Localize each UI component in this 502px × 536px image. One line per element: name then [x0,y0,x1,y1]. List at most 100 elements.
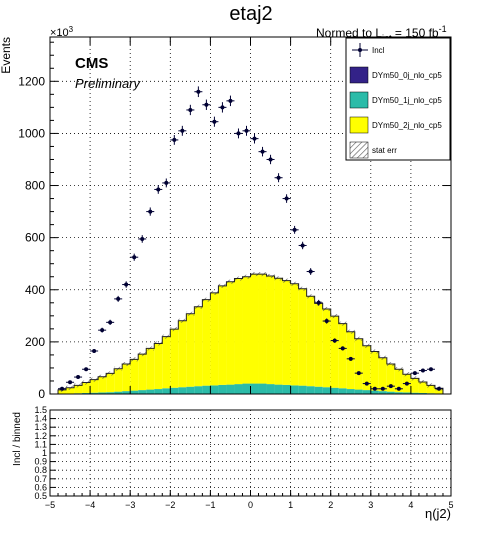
x-tick-label: −4 [85,500,95,510]
data-point [396,386,401,391]
bar-dy1j [306,386,315,394]
bar-dy1j [298,385,307,394]
bar-dy1j [234,384,243,394]
bar-dy1j [386,391,395,394]
bar-dy2j [378,357,387,392]
data-point [332,338,337,343]
data-point [436,386,441,391]
bar-dy1j [122,391,131,394]
bar-dy2j [282,280,291,385]
data-point [116,296,121,301]
data-point [244,128,249,133]
ratio-y-tick-label: 1.2 [34,431,47,441]
bar-dy2j [322,309,331,388]
data-point [388,384,393,389]
data-point [172,137,177,142]
x-tick-label: −1 [205,500,215,510]
bar-dy2j [130,359,139,391]
bar-dy2j [186,313,195,387]
bar-dy2j [410,378,419,393]
bar-dy1j [282,384,291,394]
ratio-y-tick-label: 1.5 [34,405,47,415]
bar-dy2j [202,299,211,386]
bar-dy1j [114,391,123,394]
bar-dy2j [338,323,347,389]
chart-title: etaj2 [229,3,272,25]
y-tick-label: 1000 [18,126,45,140]
data-point [428,367,433,372]
x-tick-label: −5 [45,500,55,510]
data-point [84,367,89,372]
data-point [180,128,185,133]
legend-hatch-swatch [349,141,369,159]
x-axis-label: η(j2) [425,506,451,521]
data-point [220,105,225,110]
bar-dy2j [370,351,379,391]
bar-dy1j [218,384,227,394]
bar-dy2j [242,276,251,384]
legend: Incl DYm50_0j_nlo_cp5 DYm50_1j_nlo_cp5 DYm5… [345,37,451,161]
data-point [260,149,265,154]
bar-dy2j [162,336,171,389]
bar-dy1j [138,390,147,394]
bar-dy2j [74,385,83,394]
data-point [356,371,361,376]
bar-dy1j [410,392,419,394]
data-point [340,346,345,351]
legend-label: Incl [372,46,385,55]
bar-dy2j [290,283,299,386]
bar-dy1j [250,383,259,394]
ratio-axes [49,409,452,497]
y-tick-label: 800 [25,179,45,193]
bar-dy2j [154,343,163,390]
x-tick-label: 3 [368,500,373,510]
bar-dy1j [202,385,211,394]
bar-dy1j [322,387,331,394]
data-point [404,381,409,386]
bar-dy2j [298,288,307,386]
legend-label: stat err [372,146,397,155]
bar-dy1j [154,389,163,394]
bar-dy1j [178,387,187,394]
bar-dy2j [362,345,371,391]
data-point [276,175,281,180]
stack-histogram [57,272,444,394]
data-point [108,320,113,325]
bar-dy2j [122,364,131,392]
legend-swatch [349,116,369,134]
bar-dy1j [370,390,379,394]
data-point [364,381,369,386]
bar-dy1j [130,390,139,394]
ratio-y-tick-label: 0.9 [34,457,47,467]
bar-dy1j [210,385,219,394]
bar-dy1j [362,390,371,394]
bar-dy1j [98,392,107,394]
bar-dy1j [146,389,155,394]
bar-dy2j [250,274,259,384]
bar-dy2j [266,275,275,385]
data-point [164,180,169,185]
data-point [420,368,425,373]
bar-dy2j [434,388,443,394]
data-point [204,102,209,107]
data-point [196,89,201,94]
data-point [212,119,217,124]
bar-dy1j [338,388,347,394]
bar-dy1j [378,391,387,394]
bar-dy1j [274,384,283,394]
data-point [60,386,65,391]
legend-marker [358,48,362,52]
bar-dy1j [402,392,411,394]
data-point [292,227,297,232]
bar-dy1j [162,388,171,394]
ratio-grid [49,409,452,497]
bar-dy1j [194,386,203,394]
ratio-y-tick-label: 0.8 [34,465,47,475]
y-exponent-label: ×103 [50,25,74,39]
y-tick-label: 0 [38,387,45,401]
bar-dy2j [306,296,315,387]
bar-dy2j [426,385,435,394]
bar-dy1j [90,392,99,394]
y-tick-label: 400 [25,283,45,297]
